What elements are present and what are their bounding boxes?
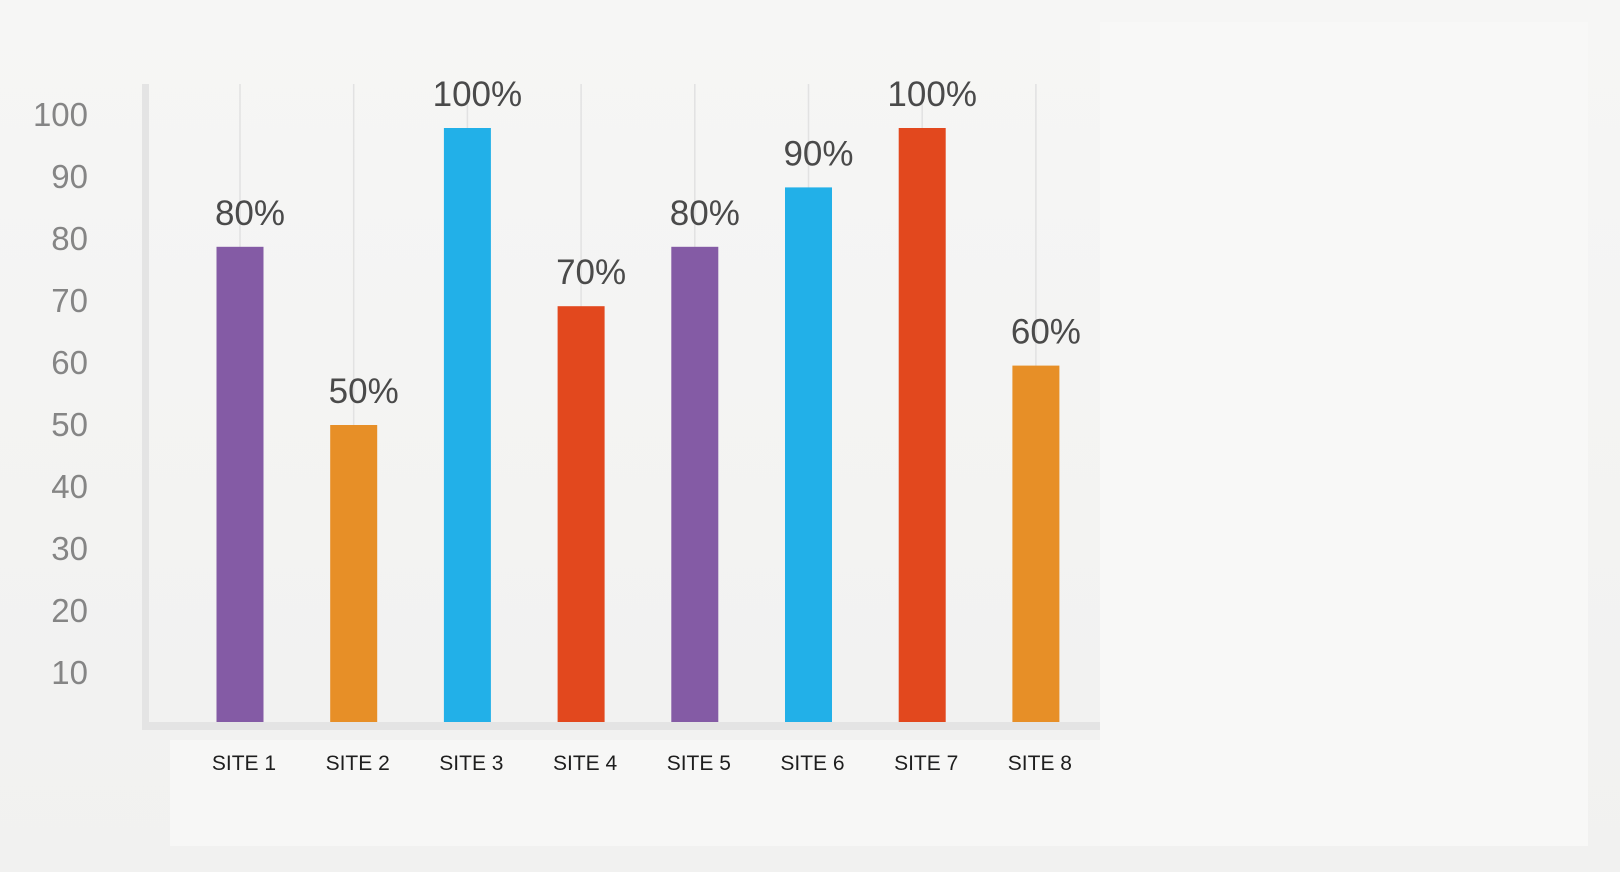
bar [330,425,378,722]
bar [557,306,605,722]
y-axis-line [142,84,149,730]
category-label: SITE 5 [667,752,731,775]
category-label: SITE 6 [780,752,844,775]
category-label: SITE 4 [553,752,618,775]
axes [142,84,1100,730]
data-label: 60% [1011,313,1081,352]
y-tick-label: 50 [51,406,88,443]
x-axis-line [142,722,1100,730]
y-tick-labels: 10 20 30 40 50 60 70 80 90 100 [33,96,88,691]
background-panel-bottom [170,740,1100,846]
bar [1012,365,1060,722]
data-label: 80% [670,194,740,233]
category-label: SITE 3 [439,752,503,775]
y-tick-label: 100 [33,96,88,133]
bar [671,246,719,723]
data-label: 50% [329,372,399,411]
data-label: 70% [556,253,626,292]
category-label: SITE 1 [212,752,276,775]
data-label: 100% [433,75,523,114]
y-tick-label: 30 [51,530,88,567]
category-labels: SITE 1 SITE 2 SITE 3 SITE 4 SITE 5 SITE 6 SITE… [212,752,1072,775]
y-tick-label: 90 [51,158,88,195]
category-label: SITE 2 [326,752,390,775]
y-tick-label: 70 [51,282,88,319]
bar [216,246,264,723]
bar [443,128,491,722]
background-panel [1100,22,1588,846]
y-tick-label: 10 [51,654,88,691]
data-labels: 80% 50% 100% 70% 80% 90% 100% 60% [215,75,1081,411]
y-tick-label: 40 [51,468,88,505]
data-label: 100% [887,75,977,114]
data-label: 90% [783,134,853,173]
y-tick-label: 60 [51,344,88,381]
bars [216,128,1060,723]
y-tick-label: 80 [51,220,88,257]
data-label: 80% [215,194,285,233]
category-label: SITE 7 [894,752,958,775]
y-tick-label: 20 [51,592,88,629]
bar [785,187,832,722]
bar [898,128,946,722]
category-label: SITE 8 [1008,752,1072,775]
